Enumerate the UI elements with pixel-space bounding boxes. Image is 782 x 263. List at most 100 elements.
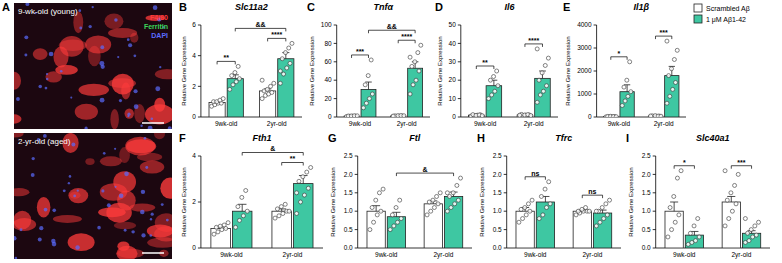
data-point xyxy=(411,83,415,87)
significance-bracket: **** xyxy=(398,33,415,43)
data-point xyxy=(302,193,306,197)
bracket-line xyxy=(368,30,415,33)
significance-bracket: **** xyxy=(268,31,286,41)
y-tick-label: 1.5 xyxy=(493,189,502,196)
data-point xyxy=(283,202,287,206)
y-tick-label: 1.0 xyxy=(344,207,353,214)
nucleus xyxy=(140,210,145,215)
y-axis-title: Relative Gene Expression xyxy=(309,36,315,105)
data-point xyxy=(237,218,241,222)
y-tick xyxy=(198,55,201,56)
nucleus xyxy=(133,54,136,57)
y-tick xyxy=(458,98,461,99)
bar xyxy=(685,235,703,248)
data-point xyxy=(690,240,694,244)
nucleus xyxy=(14,236,17,241)
data-point xyxy=(727,217,731,221)
nucleus xyxy=(133,89,137,93)
y-axis xyxy=(506,156,507,248)
significance-bracket: *** xyxy=(655,29,671,39)
nucleus xyxy=(119,99,122,102)
data-point xyxy=(694,239,698,243)
data-point xyxy=(600,206,604,210)
panel-letter: A xyxy=(2,1,10,13)
y-tick-label: 2 xyxy=(192,198,196,205)
y-tick xyxy=(653,174,656,175)
nucleus xyxy=(101,189,104,192)
data-point xyxy=(605,213,609,217)
nucleus xyxy=(46,78,49,81)
data-point xyxy=(432,206,436,210)
data-point xyxy=(414,78,418,82)
x-tick-label: 9wk-old xyxy=(673,251,696,258)
y-tick xyxy=(355,211,358,212)
y-tick xyxy=(198,248,201,249)
scale-bar xyxy=(142,122,164,124)
data-point xyxy=(746,231,750,235)
bar xyxy=(620,92,634,117)
data-point xyxy=(438,191,442,195)
data-point xyxy=(686,242,690,246)
error-cap xyxy=(238,204,247,205)
data-point xyxy=(521,217,525,221)
y-tick xyxy=(504,248,507,249)
data-point xyxy=(679,169,683,173)
x-tick-label: 2yr-old xyxy=(731,251,751,259)
data-point xyxy=(753,224,757,228)
data-point xyxy=(299,200,303,204)
data-point xyxy=(410,64,414,68)
data-point xyxy=(233,71,237,75)
data-point xyxy=(244,189,248,193)
cell xyxy=(140,161,164,174)
data-point xyxy=(212,232,216,236)
data-point xyxy=(366,74,370,78)
panel: GFtlRelative Gene Expression0.00.51.01.5… xyxy=(328,132,472,259)
data-point xyxy=(496,84,500,88)
image-label: 9-wk-old (young) xyxy=(18,7,78,16)
data-point xyxy=(306,186,310,190)
bar xyxy=(665,76,679,117)
error-line xyxy=(235,75,236,79)
data-point xyxy=(367,97,371,101)
data-point xyxy=(677,213,681,217)
cell xyxy=(125,108,134,118)
data-point xyxy=(743,240,747,244)
error-line xyxy=(376,206,377,212)
data-point xyxy=(231,83,235,87)
data-point xyxy=(584,206,588,210)
data-point xyxy=(295,212,299,216)
y-tick-label: 0.0 xyxy=(642,244,651,251)
y-tick-label: 0.0 xyxy=(344,244,353,251)
marks xyxy=(367,176,463,248)
cell xyxy=(155,69,172,79)
data-point xyxy=(427,200,431,204)
data-point xyxy=(688,231,692,235)
y-tick xyxy=(458,25,461,26)
data-point xyxy=(538,93,542,97)
y-tick xyxy=(594,48,597,49)
data-point xyxy=(451,191,455,195)
data-point xyxy=(528,209,532,213)
nucleus xyxy=(68,182,70,184)
data-point xyxy=(598,220,602,224)
error-line xyxy=(627,85,628,92)
nucleus xyxy=(49,52,54,57)
data-point xyxy=(230,74,234,78)
data-point xyxy=(672,194,676,198)
data-point xyxy=(729,191,733,195)
nucleus xyxy=(69,175,72,178)
data-point xyxy=(269,84,273,88)
nucleus xyxy=(124,229,127,232)
data-point xyxy=(594,224,598,228)
data-point xyxy=(372,220,376,224)
y-tick-label: 100 xyxy=(321,21,332,28)
data-point xyxy=(305,170,309,174)
nucleus xyxy=(38,238,42,242)
panel: ISlc40a1Relative Gene Expression0.00.51.… xyxy=(626,132,770,259)
nucleus xyxy=(144,137,147,140)
cell xyxy=(98,207,126,217)
chart-title: Il1β xyxy=(634,2,650,12)
data-point xyxy=(228,87,232,91)
data-point xyxy=(545,84,549,88)
data-point xyxy=(273,216,277,220)
